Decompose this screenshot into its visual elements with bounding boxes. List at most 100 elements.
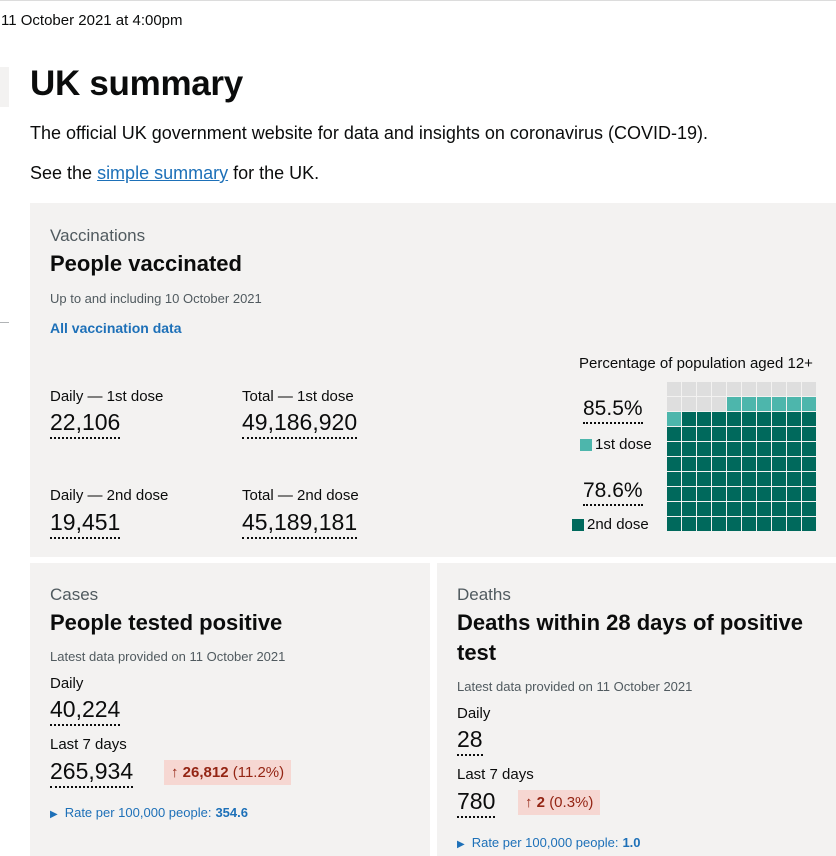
second-dose-percentage[interactable]: 78.6%: [583, 479, 643, 506]
cases-change-percent: (11.2%): [232, 764, 285, 781]
last-updated-timestamp: 11 October 2021 at 4:00pm: [1, 12, 183, 29]
waffle-cell: [697, 382, 711, 396]
waffle-cell: [772, 442, 786, 456]
cases-change-number: 26,812: [182, 764, 229, 781]
total-first-dose-label: Total — 1st dose: [242, 388, 354, 405]
waffle-cell: [727, 487, 741, 501]
waffle-cell: [787, 427, 801, 441]
triangle-right-icon: ▶: [457, 839, 465, 850]
waffle-title: Percentage of population aged 12+: [579, 355, 813, 372]
simple-summary-link[interactable]: simple summary: [97, 163, 229, 183]
waffle-cell: [802, 382, 816, 396]
waffle-cell: [757, 487, 771, 501]
waffle-cell: [787, 487, 801, 501]
waffle-cell: [802, 412, 816, 426]
waffle-cell: [772, 472, 786, 486]
waffle-cell: [757, 397, 771, 411]
arrow-up-icon: ↑: [171, 764, 179, 781]
waffle-cell: [742, 517, 756, 531]
waffle-cell: [667, 382, 681, 396]
deaths-change-badge: ↑ 2 (0.3%): [518, 790, 601, 815]
daily-second-dose-value[interactable]: 19,451: [50, 508, 121, 539]
deaths-rate-label: Rate per 100,000 people:: [471, 835, 619, 850]
all-vaccination-data-link[interactable]: All vaccination data: [50, 320, 182, 336]
waffle-cell: [802, 397, 816, 411]
waffle-cell: [742, 472, 756, 486]
waffle-cell: [802, 487, 816, 501]
waffle-cell: [682, 397, 696, 411]
deaths-last7-label: Last 7 days: [457, 766, 534, 783]
waffle-cell: [787, 457, 801, 471]
cases-daily-value[interactable]: 40,224: [50, 695, 121, 726]
cases-last7-value[interactable]: 265,934: [50, 757, 134, 788]
deaths-card: Deaths Deaths within 28 days of positive…: [437, 563, 836, 856]
waffle-cell: [787, 397, 801, 411]
second-dose-legend: 2nd dose: [572, 516, 649, 533]
deaths-last7-value[interactable]: 780: [457, 787, 496, 818]
waffle-cell: [772, 382, 786, 396]
waffle-cell: [667, 427, 681, 441]
page-title: UK summary: [30, 64, 243, 103]
waffle-cell: [757, 427, 771, 441]
waffle-cell: [787, 517, 801, 531]
waffle-cell: [712, 472, 726, 486]
deaths-heading: Deaths within 28 days of positive test: [457, 610, 803, 665]
deaths-rate-toggle[interactable]: ▶ Rate per 100,000 people: 1.0: [457, 835, 641, 850]
cases-rate-toggle[interactable]: ▶ Rate per 100,000 people: 354.6: [50, 805, 248, 820]
waffle-cell: [697, 487, 711, 501]
waffle-cell: [712, 502, 726, 516]
deaths-daily-value[interactable]: 28: [457, 725, 483, 756]
waffle-cell: [667, 397, 681, 411]
waffle-cell: [757, 442, 771, 456]
daily-second-dose-label: Daily — 2nd dose: [50, 487, 169, 504]
waffle-cell: [802, 472, 816, 486]
waffle-cell: [697, 457, 711, 471]
total-second-dose-label: Total — 2nd dose: [242, 487, 359, 504]
daily-first-dose-value[interactable]: 22,106: [50, 408, 121, 439]
waffle-cell: [727, 397, 741, 411]
waffle-cell: [697, 442, 711, 456]
first-dose-legend: 1st dose: [580, 436, 652, 453]
waffle-cell: [772, 502, 786, 516]
waffle-cell: [712, 457, 726, 471]
total-first-dose-value[interactable]: 49,186,920: [242, 408, 358, 439]
waffle-cell: [697, 412, 711, 426]
waffle-cell: [682, 502, 696, 516]
waffle-cell: [757, 382, 771, 396]
waffle-cell: [772, 487, 786, 501]
waffle-cell: [742, 427, 756, 441]
daily-first-dose-label: Daily — 1st dose: [50, 388, 164, 405]
deaths-kicker: Deaths: [457, 585, 511, 604]
waffle-cell: [697, 427, 711, 441]
vaccinations-date: Up to and including 10 October 2021: [50, 291, 262, 306]
waffle-cell: [802, 442, 816, 456]
waffle-cell: [712, 517, 726, 531]
waffle-cell: [682, 517, 696, 531]
waffle-cell: [787, 502, 801, 516]
second-dose-legend-label: 2nd dose: [587, 516, 649, 533]
cases-heading: People tested positive: [50, 610, 283, 635]
waffle-cell: [772, 517, 786, 531]
side-nav-divider: [0, 322, 9, 323]
top-divider: [0, 0, 836, 1]
waffle-cell: [742, 397, 756, 411]
waffle-cell: [787, 472, 801, 486]
waffle-cell: [727, 442, 741, 456]
total-second-dose-value[interactable]: 45,189,181: [242, 508, 358, 539]
waffle-cell: [727, 412, 741, 426]
waffle-cell: [712, 397, 726, 411]
waffle-cell: [712, 412, 726, 426]
simple-summary-sentence: See the simple summary for the UK.: [30, 163, 319, 184]
cases-card: Cases People tested positive Latest data…: [30, 563, 430, 856]
cases-change-badge: ↑ 26,812 (11.2%): [164, 760, 292, 785]
waffle-cell: [742, 442, 756, 456]
waffle-cell: [682, 472, 696, 486]
waffle-cell: [742, 382, 756, 396]
deaths-change-number: 2: [536, 794, 546, 811]
cases-kicker: Cases: [50, 585, 99, 604]
first-dose-percentage[interactable]: 85.5%: [583, 397, 643, 424]
waffle-cell: [667, 472, 681, 486]
waffle-cell: [757, 472, 771, 486]
waffle-cell: [682, 487, 696, 501]
waffle-cell: [697, 397, 711, 411]
